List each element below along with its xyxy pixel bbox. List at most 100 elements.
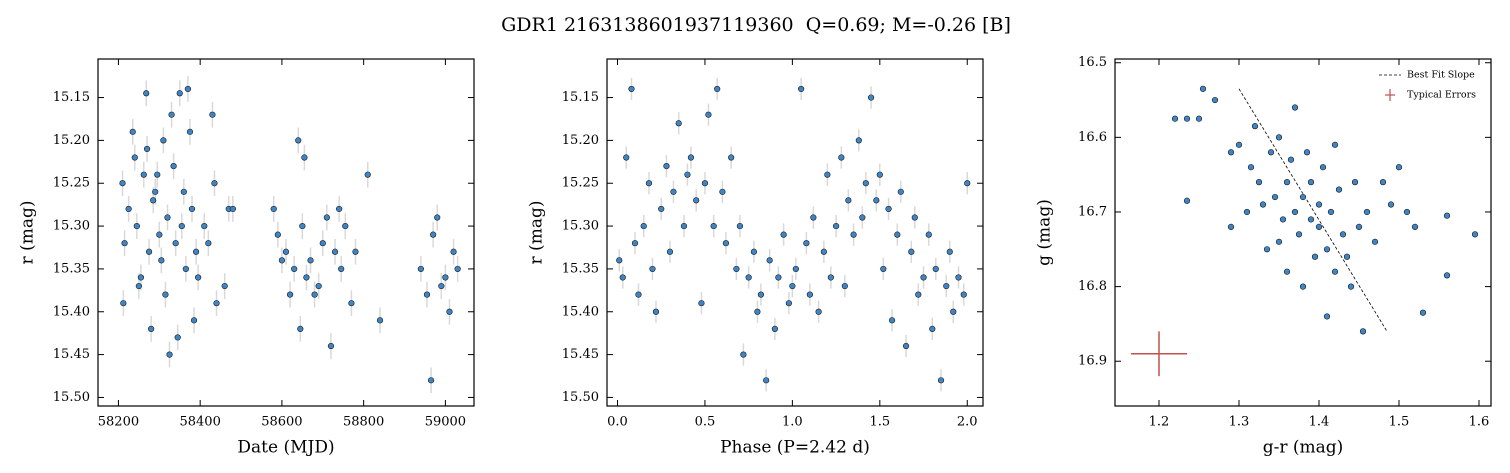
data-point <box>278 257 286 264</box>
data-point <box>291 265 298 273</box>
data-point <box>880 265 887 273</box>
data-point <box>838 154 845 161</box>
data-point <box>925 231 932 238</box>
data-point <box>1295 231 1303 238</box>
data-point <box>348 300 355 307</box>
x-tick-label: 1.5 <box>869 415 890 430</box>
data-point <box>623 154 630 161</box>
data-point <box>855 137 862 144</box>
data-point <box>1183 197 1191 204</box>
data-point <box>211 180 218 187</box>
data-point <box>172 240 179 247</box>
y-tick-label: 15.40 <box>53 304 90 319</box>
data-point <box>701 180 709 187</box>
data-point <box>616 257 623 264</box>
data-point <box>1211 96 1219 104</box>
data-point <box>120 300 127 307</box>
data-point <box>1247 164 1255 171</box>
data-point <box>845 197 852 204</box>
x-tick-label: 1.5 <box>1389 415 1410 430</box>
data-point <box>859 214 866 221</box>
data-point <box>178 222 185 230</box>
data-point <box>1199 85 1207 92</box>
data-point <box>1183 115 1191 122</box>
data-point <box>311 291 318 298</box>
y-tick-label: 15.30 <box>53 219 90 234</box>
data-point <box>1307 216 1315 223</box>
data-point <box>307 257 314 264</box>
x-tick-label: 58600 <box>261 415 302 430</box>
data-point <box>188 205 196 213</box>
data-point <box>670 188 677 195</box>
data-point <box>645 180 653 187</box>
data-point <box>143 90 150 97</box>
data-point <box>1387 201 1395 208</box>
data-point <box>327 342 335 350</box>
data-point <box>352 248 359 255</box>
data-point <box>162 291 169 298</box>
data-point <box>186 128 194 135</box>
y-tick-label: 15.35 <box>53 261 90 276</box>
data-point <box>827 274 834 281</box>
data-point <box>1319 164 1327 171</box>
data-point <box>427 377 435 384</box>
data-point <box>911 214 918 221</box>
y-tick-label: 15.45 <box>562 347 599 362</box>
x-tick-label: 1.6 <box>1469 415 1490 430</box>
data-point <box>143 145 151 153</box>
data-point <box>336 205 343 213</box>
data-point <box>1263 246 1271 253</box>
figure-title: GDR1 2163138601937119360 Q=0.69; M=-0.26… <box>501 14 1011 36</box>
data-point <box>824 171 831 178</box>
data-point <box>1227 223 1235 231</box>
x-tick-label: 59000 <box>425 415 466 430</box>
y-tick-label: 15.15 <box>53 90 90 105</box>
data-point <box>832 222 840 230</box>
y-axis-label: r (mag) <box>18 201 38 265</box>
data-point <box>757 291 764 298</box>
data-point <box>766 257 773 264</box>
data-point <box>1331 141 1339 148</box>
data-point <box>129 128 136 135</box>
data-point <box>125 205 132 213</box>
data-point <box>1291 208 1299 216</box>
y-tick-label: 15.30 <box>562 219 599 234</box>
data-point <box>937 377 945 384</box>
data-point <box>894 231 901 238</box>
legend-label: Best Fit Slope <box>1407 70 1475 81</box>
data-point <box>1443 272 1451 279</box>
data-point <box>1283 268 1291 275</box>
data-point <box>119 180 126 187</box>
data-point <box>1255 179 1263 186</box>
data-point <box>315 282 322 290</box>
data-point <box>152 188 159 195</box>
data-point <box>1323 246 1331 253</box>
data-point <box>873 197 880 204</box>
data-point <box>229 205 236 213</box>
data-point <box>789 282 796 290</box>
data-point <box>140 171 147 178</box>
data-point <box>145 248 153 255</box>
data-point <box>915 291 922 298</box>
data-point <box>1283 179 1291 186</box>
data-point <box>631 240 639 247</box>
data-point <box>652 308 660 315</box>
data-point <box>658 205 665 213</box>
data-point <box>705 111 712 118</box>
data-point <box>750 248 758 255</box>
data-point <box>1343 253 1351 260</box>
data-point <box>131 154 138 161</box>
y-tick-label: 15.40 <box>562 304 599 319</box>
y-tick-label: 15.50 <box>562 390 599 405</box>
data-point <box>195 274 202 281</box>
data-point <box>1471 231 1479 238</box>
data-point <box>286 291 294 298</box>
data-point <box>1307 179 1315 186</box>
data-point <box>628 85 635 93</box>
data-point <box>1355 223 1363 231</box>
data-point <box>1267 149 1275 156</box>
y-tick-label: 15.35 <box>562 261 599 276</box>
data-point <box>1291 104 1299 111</box>
data-point <box>1339 231 1347 238</box>
